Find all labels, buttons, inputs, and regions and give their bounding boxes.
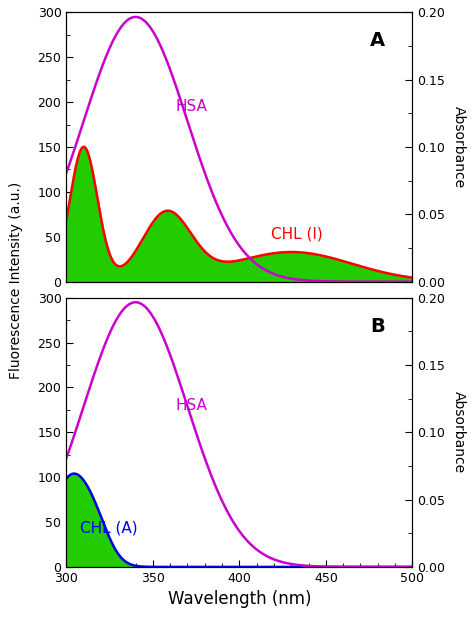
Text: Fluorescence Intensity (a.u.): Fluorescence Intensity (a.u.): [9, 182, 24, 379]
Y-axis label: Absorbance: Absorbance: [452, 391, 466, 473]
Text: CHL (I): CHL (I): [271, 227, 322, 242]
Text: CHL (A): CHL (A): [80, 521, 138, 536]
Text: A: A: [370, 31, 385, 50]
Y-axis label: Absorbance: Absorbance: [452, 106, 466, 188]
Text: HSA: HSA: [175, 398, 207, 413]
Text: B: B: [370, 316, 385, 336]
Text: HSA: HSA: [175, 99, 207, 114]
X-axis label: Wavelength (nm): Wavelength (nm): [168, 591, 311, 608]
